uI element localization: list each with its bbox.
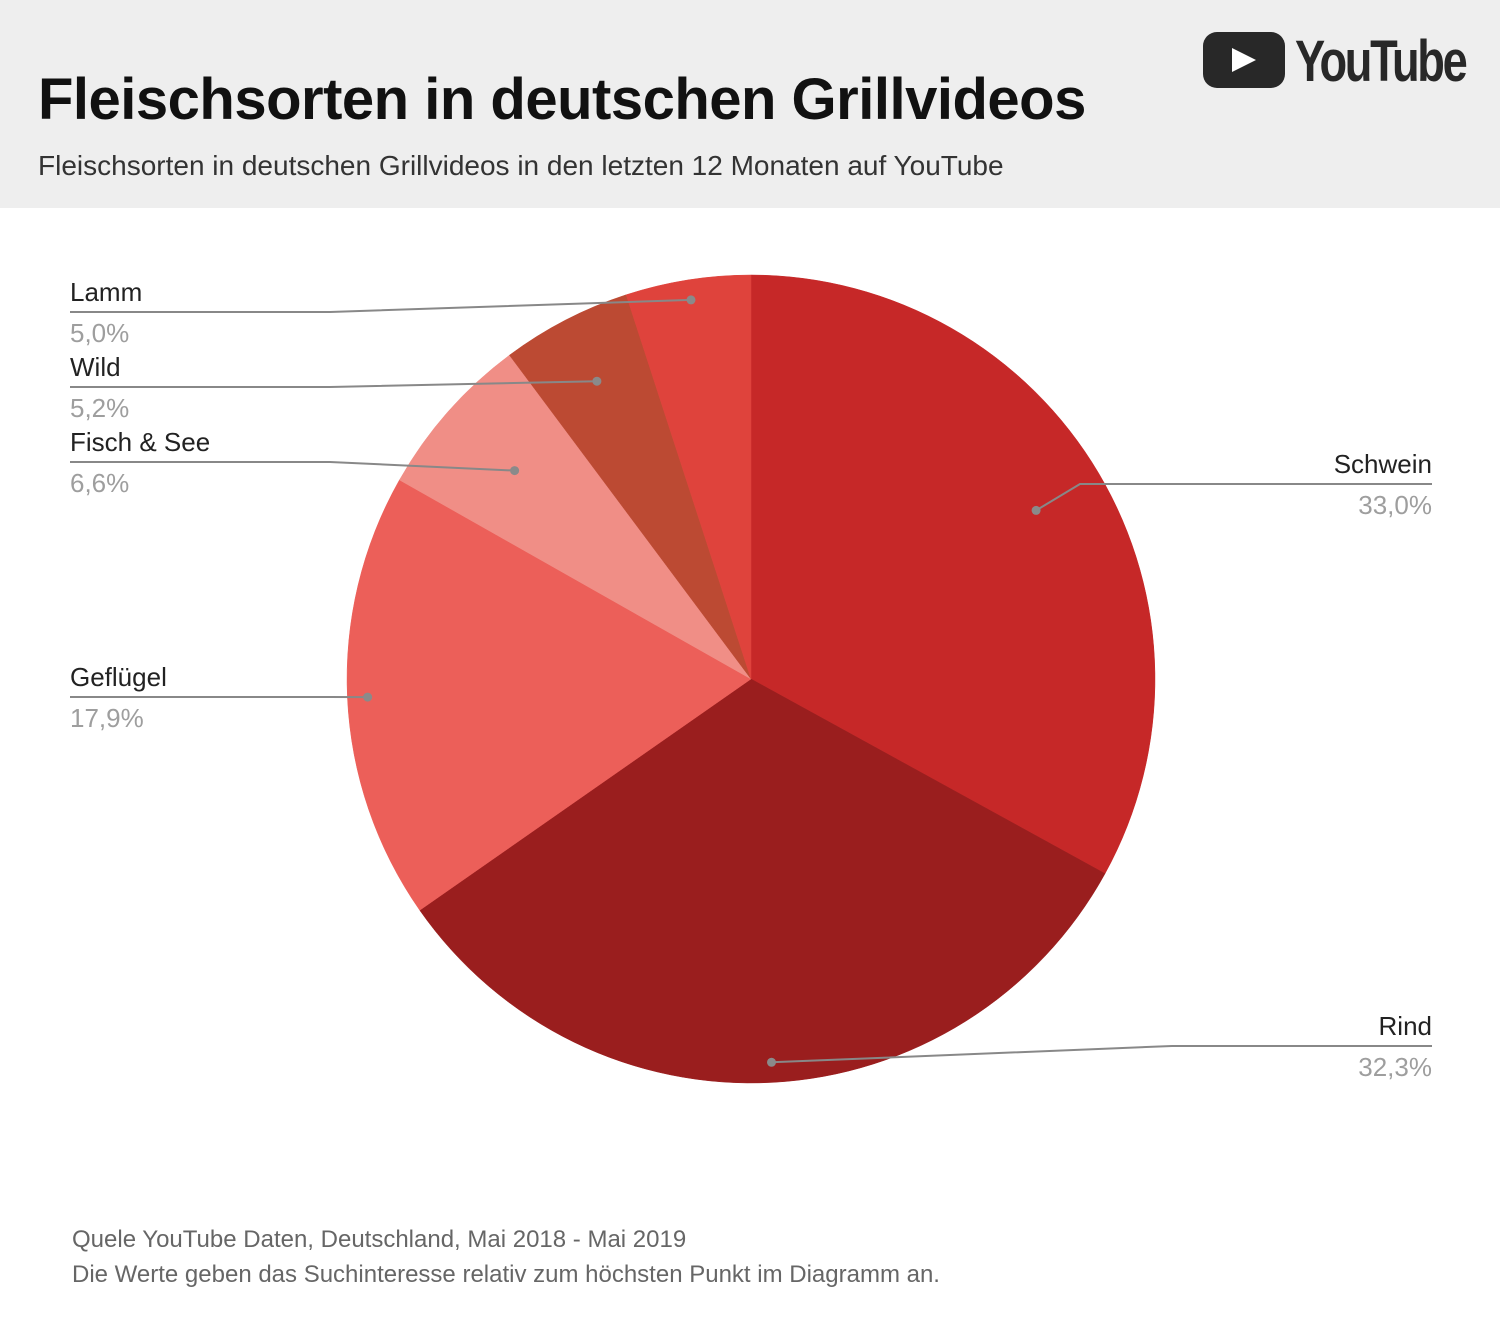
slice-value-fisch-see: 6,6%: [70, 468, 129, 498]
footer: Quele YouTube Daten, Deutschland, Mai 20…: [72, 1222, 940, 1292]
header-band: Fleischsorten in deutschen Grillvideos F…: [0, 0, 1500, 208]
slice-label-rind: Rind: [1379, 1011, 1432, 1041]
leader-dot-rind: [767, 1057, 776, 1067]
slice-label-geflügel: Geflügel: [70, 662, 167, 692]
leader-dot-schwein: [1031, 505, 1041, 515]
leader-line-rind: [771, 1045, 1432, 1064]
slice-value-lamm: 5,0%: [70, 318, 129, 348]
chart-title: Fleischsorten in deutschen Grillvideos: [38, 67, 1086, 132]
chart-subtitle: Fleischsorten in deutschen Grillvideos i…: [38, 150, 1004, 181]
slice-label-fisch-see: Fisch & See: [70, 427, 210, 457]
pie-slice-schwein: [750, 274, 1156, 874]
pie-slice-fisch-see: [399, 354, 752, 680]
pie-slice-rind: [419, 678, 1106, 1084]
footer-source: Quele YouTube Daten, Deutschland, Mai 20…: [72, 1226, 687, 1253]
logo-wordmark: YouTube: [1295, 29, 1468, 94]
slice-label-schwein: Schwein: [1334, 449, 1432, 479]
slice-label-lamm: Lamm: [70, 277, 142, 307]
slice-value-wild: 5,2%: [70, 393, 129, 423]
leader-dot-fisch-see: [510, 466, 520, 476]
slice-value-rind: 32,3%: [1358, 1052, 1432, 1082]
leader-line-lamm: [70, 298, 692, 313]
leader-dot-geflügel: [363, 692, 373, 702]
youtube-logo: YouTube: [1203, 29, 1468, 94]
leader-line-fisch-see: [70, 461, 515, 472]
leader-line-wild: [70, 380, 597, 388]
play-icon: [1203, 32, 1285, 88]
slice-label-wild: Wild: [70, 352, 121, 382]
leader-dot-lamm: [686, 295, 696, 305]
slice-value-geflügel: 17,9%: [70, 703, 144, 733]
slice-value-schwein: 33,0%: [1358, 490, 1432, 520]
pie-slice-lamm: [625, 274, 752, 680]
footer-note: Die Werte geben das Suchinteresse relati…: [72, 1261, 940, 1288]
leader-dot-wild: [592, 376, 602, 386]
leader-line-schwein: [1035, 483, 1432, 512]
pie-chart: Schwein 33,0% Rind 32,3% Geflügel 17,9% Fisch …: [70, 274, 1432, 1084]
